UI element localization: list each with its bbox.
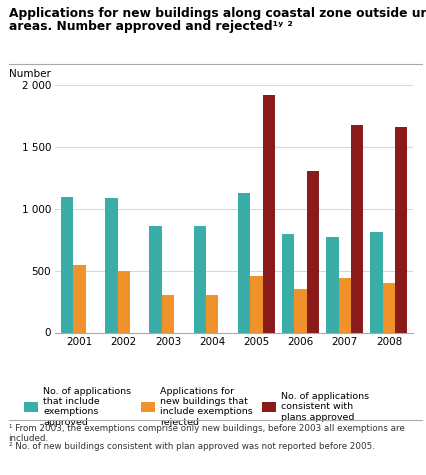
Bar — [351, 125, 363, 332]
Bar — [118, 271, 130, 332]
Bar — [370, 232, 383, 332]
Bar — [250, 276, 262, 332]
Bar — [105, 198, 118, 332]
Text: ¹ From 2003, the exemptions comprise only new buildings, before 2003 all exempti: ¹ From 2003, the exemptions comprise onl… — [9, 424, 404, 443]
Bar — [150, 226, 162, 332]
Bar — [262, 95, 275, 332]
Bar — [238, 193, 250, 332]
Text: Applications for new buildings along coastal zone outside urban: Applications for new buildings along coa… — [9, 7, 426, 20]
Bar — [162, 295, 174, 332]
Bar — [383, 283, 395, 332]
Bar — [206, 295, 219, 332]
Bar — [74, 265, 86, 332]
Text: ² No. of new buildings consistent with plan approved was not reported before 200: ² No. of new buildings consistent with p… — [9, 442, 374, 451]
Bar — [339, 277, 351, 332]
Legend: No. of applications
that include
exemptions
approved, Applications for
new build: No. of applications that include exempti… — [24, 387, 369, 427]
Bar — [395, 127, 408, 332]
Bar — [307, 171, 319, 332]
Bar — [194, 226, 206, 332]
Text: areas. Number approved and rejected¹ʸ ²: areas. Number approved and rejected¹ʸ ² — [9, 20, 292, 33]
Bar — [61, 197, 74, 332]
Bar — [294, 289, 307, 332]
Bar — [326, 238, 339, 332]
Text: Number: Number — [9, 69, 50, 79]
Bar — [282, 234, 294, 332]
